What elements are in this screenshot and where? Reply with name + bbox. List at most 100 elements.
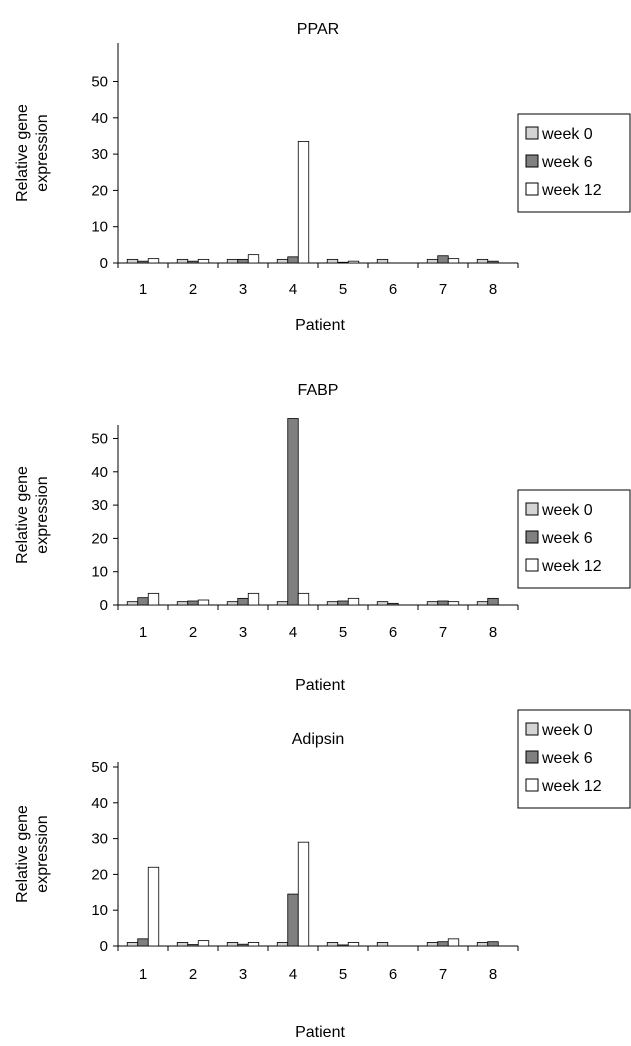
- legend-entry: week 12: [541, 182, 602, 199]
- legend-swatch: [525, 126, 539, 140]
- bar-week-0-patient-1: [126, 601, 139, 606]
- y-axis-label-line: Relative gene: [14, 805, 31, 903]
- bar-week-6-patient-4: [287, 418, 299, 606]
- bar-week-6-patient-1: [137, 260, 149, 264]
- bar-week-12-patient-3: [247, 942, 260, 947]
- bar-week-6-patient-3: [237, 943, 249, 947]
- legend-entry: week 12: [541, 778, 602, 795]
- x-tick-label: 4: [289, 966, 297, 983]
- y-tick-label: 10: [91, 219, 108, 236]
- bar-week-0-patient-8: [476, 258, 489, 264]
- legend-swatch: [525, 530, 539, 544]
- x-tick-label: 1: [139, 624, 147, 641]
- y-tick-label: 0: [100, 938, 108, 955]
- x-tick-label: 5: [339, 966, 347, 983]
- bar-week-12-patient-3: [247, 254, 260, 264]
- legend-entry: week 6: [541, 750, 593, 767]
- bar-week-6-patient-5: [337, 261, 349, 264]
- y-axis-label: Relative gene expression: [14, 805, 51, 903]
- bar-week-0-patient-7: [426, 942, 439, 947]
- x-axis-label: Patient: [295, 677, 345, 694]
- y-tick-label: 10: [91, 902, 108, 919]
- bar-week-12-patient-1: [147, 592, 160, 606]
- bar-week-0-patient-5: [326, 601, 339, 606]
- legend-swatch: [525, 722, 539, 736]
- bar-week-12-patient-7: [447, 601, 460, 606]
- bar-week-0-patient-4: [276, 942, 289, 947]
- chart-2: Adipsin 0 10 20 30 40 50 1 2 3 4 5 6 7 8 Relative gene e…: [14, 709, 631, 1041]
- x-tick-label: 2: [189, 281, 197, 298]
- bar-week-12-patient-5: [347, 942, 360, 947]
- bar-week-0-patient-2: [176, 258, 189, 264]
- bar-week-6-patient-7: [437, 600, 449, 606]
- bar-week-6-patient-8: [487, 941, 499, 947]
- bar-week-0-patient-6: [376, 601, 389, 606]
- x-tick-label: 5: [339, 281, 347, 298]
- chart-1: FABP 0 10 20 30 40 50 1 2 3 4 5 6 7 8 Relative gene expr…: [14, 382, 631, 694]
- y-tick-label: 30: [91, 497, 108, 514]
- bar-week-12-patient-7: [447, 938, 460, 947]
- x-tick-label: 1: [139, 966, 147, 983]
- bar-week-12-patient-4: [297, 841, 310, 947]
- bar-week-6-patient-3: [237, 258, 249, 264]
- bar-week-12-patient-2: [197, 258, 210, 264]
- x-tick-label: 1: [139, 281, 147, 298]
- y-tick-label: 30: [91, 146, 108, 163]
- legend-entry: week 6: [541, 154, 593, 171]
- y-axis-label: Relative gene expression: [14, 104, 51, 202]
- legend-entry: week 0: [541, 722, 593, 739]
- bar-week-0-patient-6: [376, 942, 389, 947]
- bar-week-0-patient-1: [126, 258, 139, 264]
- legend-swatch: [525, 558, 539, 572]
- x-tick-label: 6: [389, 281, 397, 298]
- bar-week-0-patient-2: [176, 942, 189, 947]
- y-tick-label: 40: [91, 110, 108, 127]
- bar-week-6-patient-6: [387, 602, 399, 606]
- x-tick-label: 2: [189, 624, 197, 641]
- x-tick-label: 7: [439, 624, 447, 641]
- bar-week-0-patient-8: [476, 942, 489, 947]
- chart-title: PPAR: [297, 21, 339, 38]
- y-tick-label: 40: [91, 464, 108, 481]
- bar-week-0-patient-4: [276, 258, 289, 264]
- legend-swatch: [525, 778, 539, 792]
- bar-week-0-patient-4: [276, 601, 289, 606]
- bar-week-12-patient-2: [197, 599, 210, 606]
- y-tick-label: 10: [91, 564, 108, 581]
- y-axis-label-line: expression: [34, 476, 51, 553]
- x-tick-label: 8: [489, 624, 497, 641]
- legend-entry: week 6: [541, 530, 593, 547]
- bar-week-0-patient-2: [176, 601, 189, 606]
- x-tick-label: 6: [389, 624, 397, 641]
- chart-title: Adipsin: [292, 731, 344, 748]
- y-tick-label: 0: [100, 255, 108, 272]
- chart-0: PPAR 0 10 20 30 40 50 1 2 3 4 5 6 7 8 Relative gene expr…: [14, 21, 631, 334]
- legend-swatch: [525, 182, 539, 196]
- bar-week-0-patient-3: [226, 258, 239, 264]
- bar-week-12-patient-3: [247, 592, 260, 606]
- bar-week-12-patient-7: [447, 258, 460, 264]
- y-axis-label-line: expression: [34, 114, 51, 191]
- bar-week-0-patient-3: [226, 942, 239, 947]
- y-axis-label: Relative gene expression: [14, 466, 51, 564]
- legend: week 0 week 6 week 12: [517, 113, 631, 213]
- chart-title: FABP: [298, 382, 339, 399]
- y-axis-label-line: Relative gene: [14, 104, 31, 202]
- y-axis-label-line: expression: [34, 815, 51, 892]
- bar-week-6-patient-8: [487, 260, 499, 264]
- bar-week-0-patient-3: [226, 601, 239, 606]
- x-tick-label: 3: [239, 281, 247, 298]
- y-tick-label: 50: [91, 759, 108, 776]
- y-tick-label: 30: [91, 831, 108, 848]
- bar-week-12-patient-4: [297, 592, 310, 606]
- bar-week-12-patient-5: [347, 260, 360, 264]
- bar-week-6-patient-1: [137, 597, 149, 606]
- legend: week 0 week 6 week 12: [517, 709, 631, 809]
- legend-swatch: [525, 502, 539, 516]
- bar-week-0-patient-6: [376, 258, 389, 264]
- legend-entry: week 0: [541, 502, 593, 519]
- bar-week-12-patient-4: [297, 140, 310, 264]
- legend-entry: week 12: [541, 558, 602, 575]
- y-tick-label: 40: [91, 795, 108, 812]
